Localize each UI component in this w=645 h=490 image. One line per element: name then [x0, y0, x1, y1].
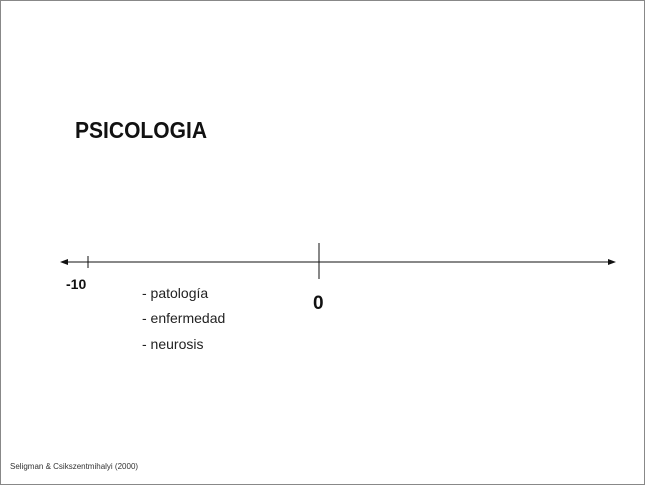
footer-citation: Seligman & Csikszentmihalyi (2000) [10, 462, 138, 471]
axis-label: 0 [313, 293, 324, 314]
list-item: - enfermedad [142, 310, 225, 326]
axis-label: -10 [66, 276, 86, 292]
axis-arrow-left [60, 259, 68, 265]
list-item: - neurosis [142, 336, 203, 352]
list-item: - patología [142, 285, 208, 301]
slide-title: PSICOLOGIA [75, 117, 207, 143]
axis-arrow-right [608, 259, 616, 265]
